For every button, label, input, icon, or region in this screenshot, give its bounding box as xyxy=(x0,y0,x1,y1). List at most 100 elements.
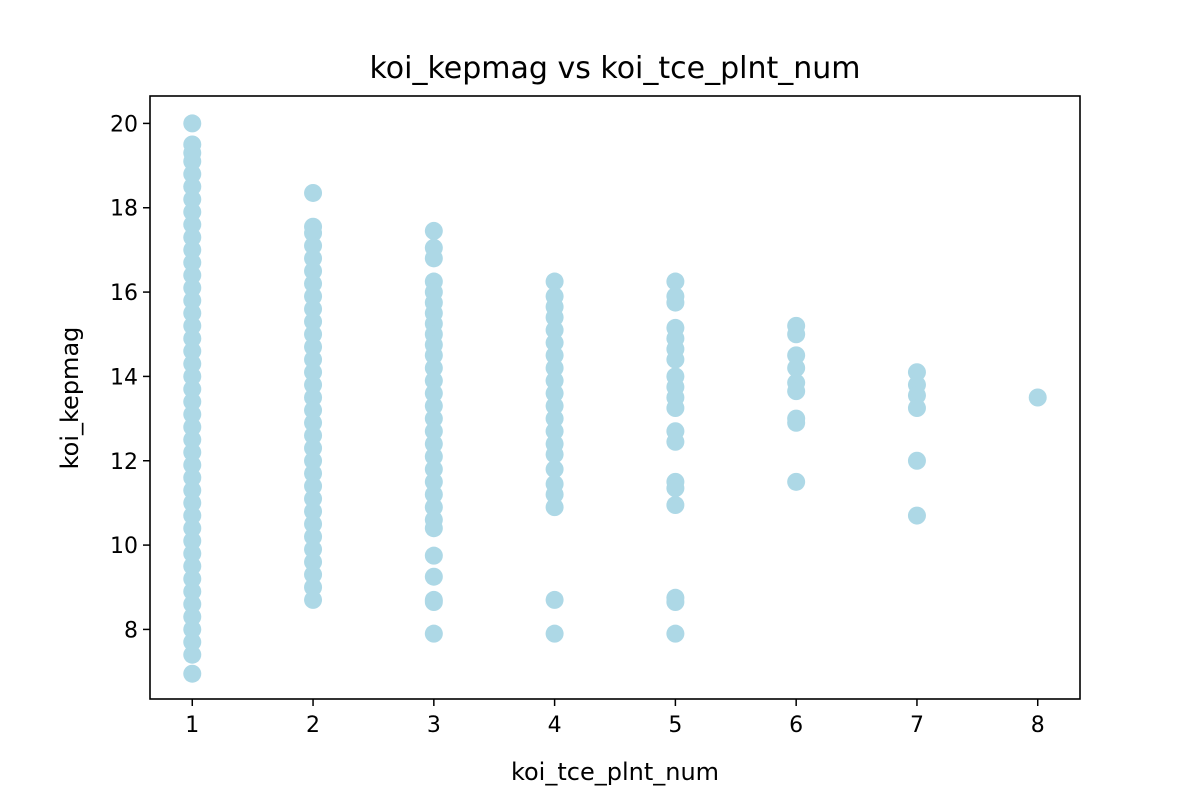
scatter-point xyxy=(424,422,443,441)
scatter-point xyxy=(304,502,323,521)
scatter-point xyxy=(424,409,443,428)
scatter-point xyxy=(183,418,202,437)
scatter-point xyxy=(183,493,202,512)
scatter-point xyxy=(183,278,202,297)
chart-title: koi_kepmag vs koi_tce_plnt_num xyxy=(369,51,860,86)
y-tick-label: 10 xyxy=(110,534,138,559)
scatter-point xyxy=(183,266,202,285)
scatter-point xyxy=(304,552,323,571)
scatter-point xyxy=(183,664,202,683)
scatter-point xyxy=(545,371,564,390)
x-tick-label: 7 xyxy=(910,713,924,738)
scatter-point xyxy=(304,236,323,255)
scatter-point xyxy=(183,342,202,361)
scatter-point xyxy=(787,358,806,377)
scatter-point xyxy=(545,272,564,291)
x-tick-label: 8 xyxy=(1031,713,1045,738)
scatter-point xyxy=(183,531,202,550)
scatter-point xyxy=(304,261,323,280)
scatter-point xyxy=(545,590,564,609)
scatter-point xyxy=(424,249,443,268)
scatter-point xyxy=(183,215,202,234)
x-tick-label: 2 xyxy=(306,713,320,738)
scatter-point xyxy=(545,384,564,403)
scatter-point xyxy=(304,578,323,597)
scatter-point xyxy=(304,388,323,407)
scatter-point xyxy=(183,202,202,221)
scatter-point xyxy=(424,396,443,415)
scatter-point xyxy=(666,496,685,515)
y-axis: 8 10 12 14 16 18 20 xyxy=(110,112,150,643)
scatter-point xyxy=(183,633,202,652)
scatter-point xyxy=(787,382,806,401)
scatter-point xyxy=(304,401,323,420)
scatter-point xyxy=(907,363,926,382)
axes-frame xyxy=(149,95,1081,700)
scatter-point xyxy=(304,274,323,293)
scatter-point xyxy=(183,367,202,386)
scatter-point xyxy=(183,443,202,462)
scatter-point xyxy=(183,152,202,171)
scatter-point xyxy=(304,413,323,432)
scatter-point xyxy=(545,396,564,415)
scatter-point xyxy=(787,346,806,365)
scatter-point xyxy=(183,380,202,399)
y-axis-label: koi_kepmag xyxy=(56,327,84,470)
scatter-point xyxy=(424,624,443,643)
scatter-point xyxy=(183,405,202,424)
scatter-point xyxy=(304,515,323,534)
scatter-point xyxy=(183,114,202,133)
scatter-point xyxy=(183,645,202,664)
scatter-point xyxy=(545,624,564,643)
scatter-point xyxy=(183,620,202,639)
x-tick-label: 6 xyxy=(789,713,803,738)
scatter-point xyxy=(183,392,202,411)
scatter-point xyxy=(666,479,685,498)
scatter-point xyxy=(1028,388,1047,407)
scatter-point xyxy=(304,183,323,202)
scatter-point xyxy=(545,445,564,464)
scatter-point xyxy=(545,409,564,428)
scatter-point xyxy=(183,569,202,588)
scatter-point xyxy=(424,472,443,491)
x-axis: 1 2 3 4 5 6 7 8 xyxy=(185,699,1045,738)
scatter-point xyxy=(424,546,443,565)
scatter-point xyxy=(304,350,323,369)
scatter-point xyxy=(545,422,564,441)
scatter-point xyxy=(304,249,323,268)
scatter-point xyxy=(545,498,564,517)
scatter-point xyxy=(304,325,323,344)
scatter-point xyxy=(183,329,202,348)
scatter-point xyxy=(183,177,202,196)
scatter-point xyxy=(907,399,926,418)
y-tick-label: 8 xyxy=(124,618,138,643)
scatter-point xyxy=(545,346,564,365)
scatter-point xyxy=(183,316,202,335)
scatter-point xyxy=(304,451,323,470)
scatter-point xyxy=(304,489,323,508)
scatter-point xyxy=(424,384,443,403)
scatter-point xyxy=(424,460,443,479)
scatter-point xyxy=(304,337,323,356)
scatter-point xyxy=(183,557,202,576)
scatter-point xyxy=(183,304,202,323)
scatter-point xyxy=(666,272,685,291)
scatter-point xyxy=(424,567,443,586)
scatter-point xyxy=(545,358,564,377)
scatter-point xyxy=(666,293,685,312)
scatter-point xyxy=(424,519,443,538)
scatter-point xyxy=(304,299,323,318)
scatter-point xyxy=(304,527,323,546)
scatter-point xyxy=(183,506,202,525)
scatter-point xyxy=(183,519,202,538)
scatter-point xyxy=(787,325,806,344)
scatter-point xyxy=(666,593,685,612)
scatter-point xyxy=(424,434,443,453)
scatter-point xyxy=(183,582,202,601)
y-tick-label: 18 xyxy=(110,197,138,222)
scatter-point xyxy=(183,544,202,563)
scatter-point xyxy=(545,333,564,352)
scatter-point xyxy=(304,287,323,306)
scatter-point xyxy=(424,221,443,240)
